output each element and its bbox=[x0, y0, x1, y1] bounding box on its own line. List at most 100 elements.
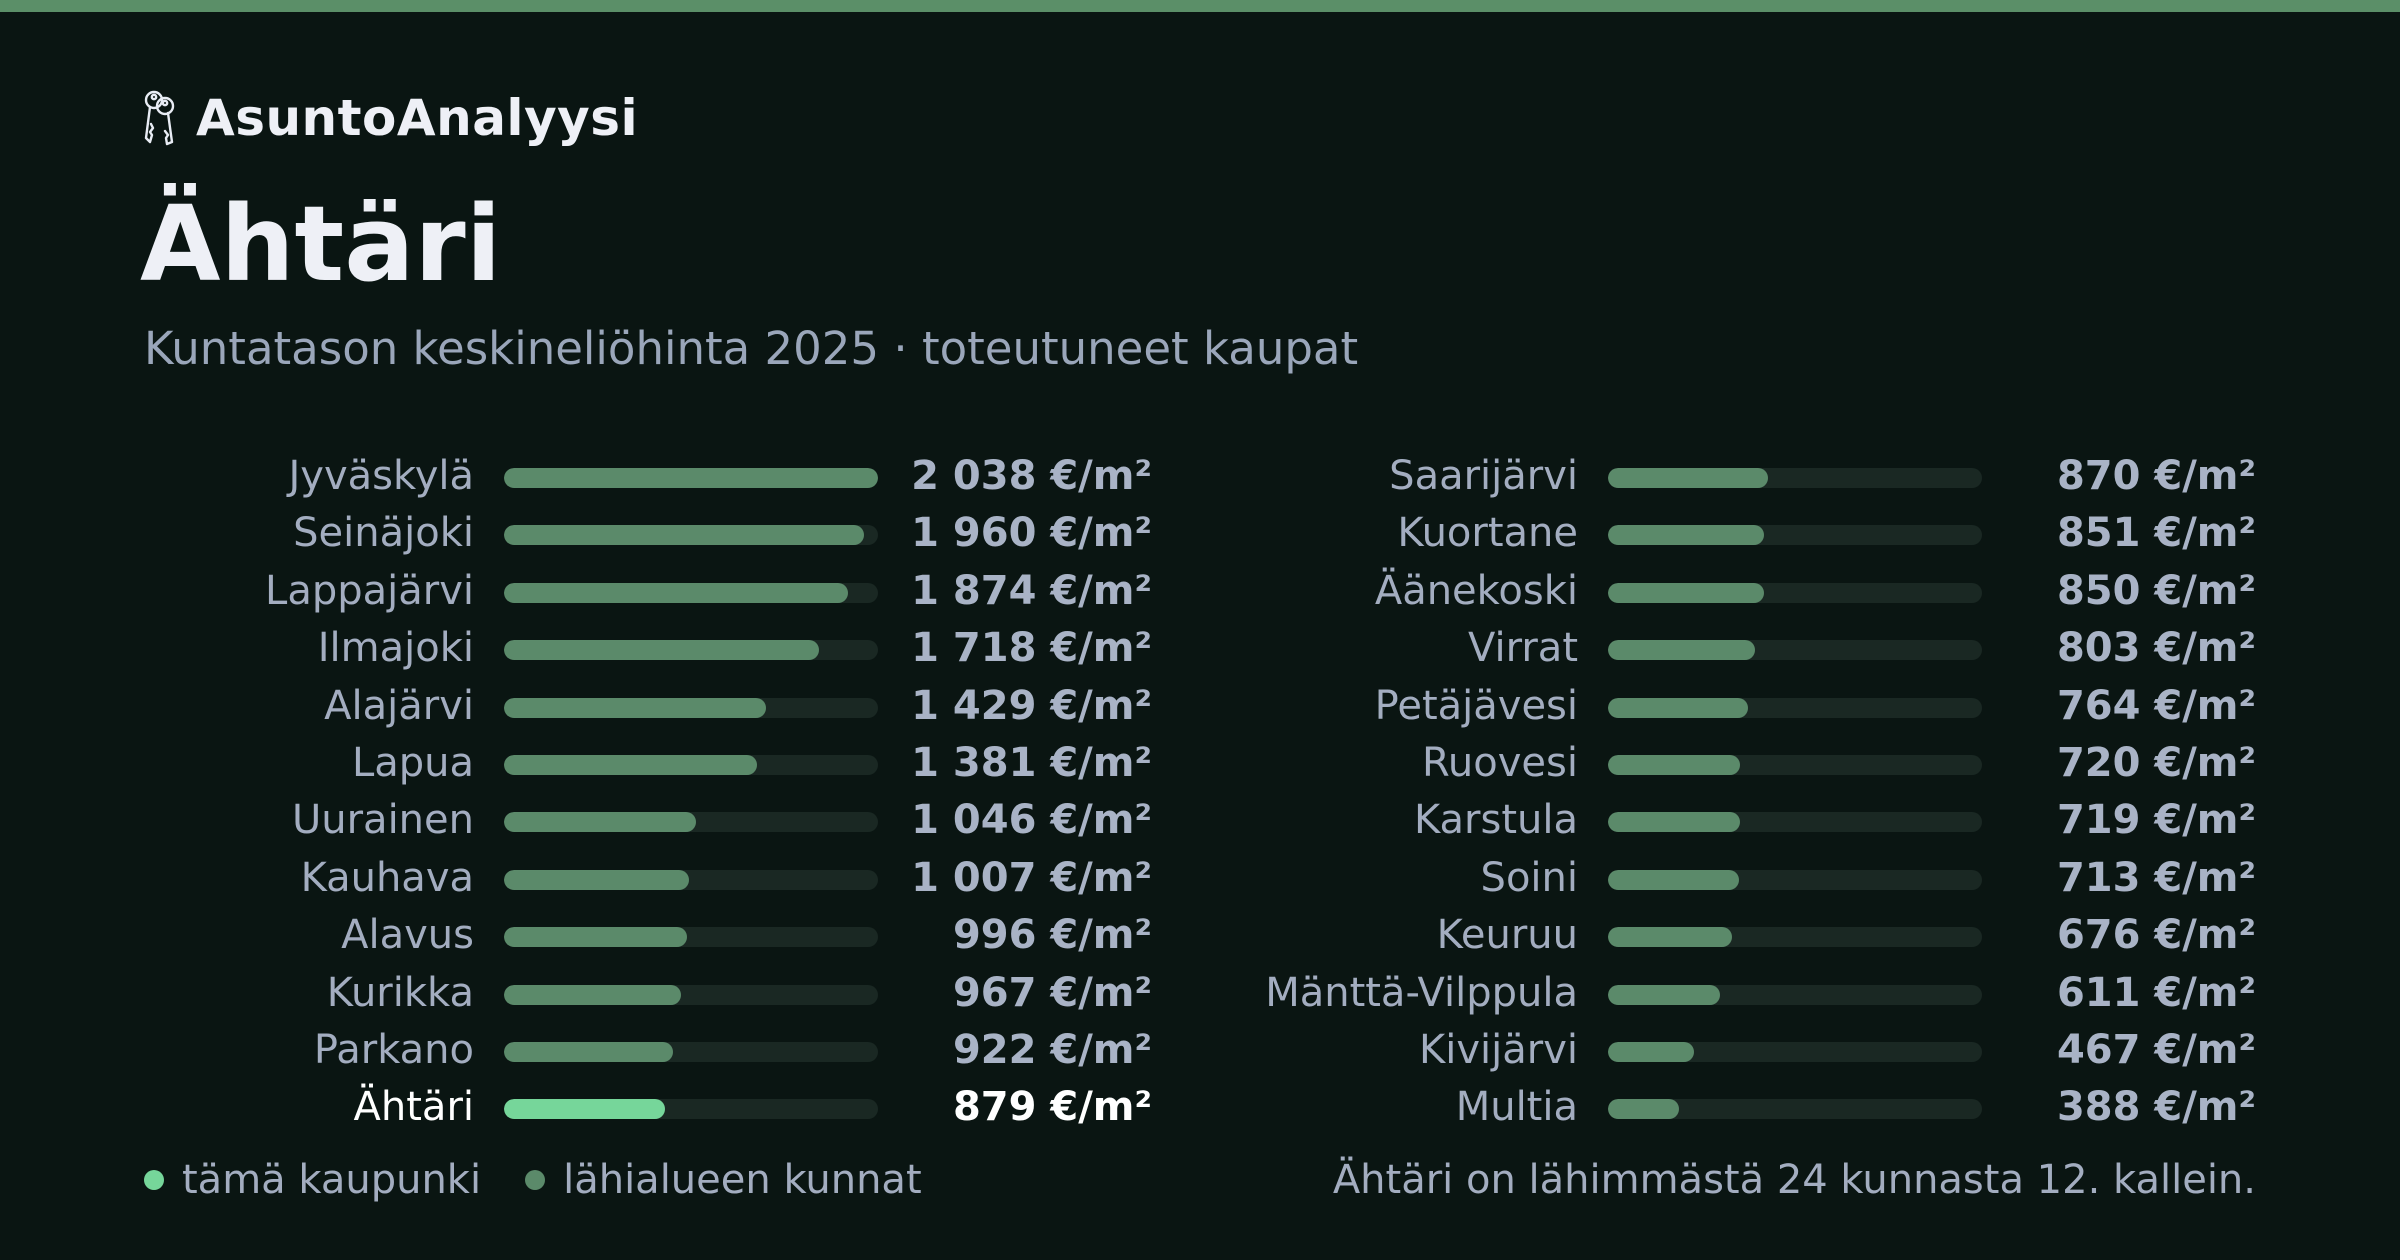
municipality-label: Ruovesi bbox=[1421, 740, 1578, 786]
bar-row: Ilmajoki 1 718 €/m² bbox=[0, 620, 2400, 676]
bar bbox=[1608, 1042, 1694, 1062]
brand-name: AsuntoAnalyysi bbox=[196, 89, 639, 147]
bar-track bbox=[1608, 525, 1982, 546]
bar-row: Ruovesi 720 €/m² bbox=[0, 735, 2400, 791]
legend-item-neighbours: lähialueen kunnat bbox=[525, 1157, 922, 1203]
municipality-label: Äänekoski bbox=[1374, 567, 1578, 614]
bar bbox=[1608, 640, 1756, 661]
municipality-label: Alavus bbox=[341, 912, 474, 959]
municipality-label: Karstula bbox=[1414, 797, 1578, 844]
bar-row: Kivijärvi 467 €/m² bbox=[0, 1022, 2400, 1078]
bar-track bbox=[504, 869, 878, 890]
bar-row: Keuruu 676 €/m² bbox=[0, 907, 2400, 963]
legend-item-this-city: tämä kaupunki bbox=[144, 1157, 481, 1203]
bar-row: Saarijärvi 870 €/m² bbox=[0, 448, 2400, 504]
bar bbox=[504, 755, 758, 775]
page-title: Ähtäri bbox=[140, 183, 502, 305]
legend-label-neighbours: lähialueen kunnat bbox=[563, 1157, 922, 1203]
value-label: 1 429 €/m² bbox=[911, 682, 1152, 729]
bar-track bbox=[504, 927, 878, 948]
bar bbox=[1608, 755, 1741, 775]
bar-row: Lapua 1 381 €/m² bbox=[0, 735, 2400, 791]
value-label: 1 007 €/m² bbox=[911, 854, 1152, 901]
bar-track bbox=[1608, 697, 1982, 718]
value-label: 2 038 €/m² bbox=[911, 453, 1152, 499]
bar-row: Karstula 719 €/m² bbox=[0, 792, 2400, 848]
municipality-label: Ähtäri bbox=[353, 1084, 474, 1131]
bar bbox=[1608, 927, 1733, 948]
bar-row: Mänttä-Vilppula 611 €/m² bbox=[0, 965, 2400, 1021]
bar bbox=[1608, 812, 1740, 833]
bar-track bbox=[1608, 1099, 1982, 1120]
value-label: 1 960 €/m² bbox=[911, 510, 1152, 557]
bar-row: Ähtäri 879 €/m² bbox=[0, 1079, 2400, 1135]
value-label: 1 381 €/m² bbox=[911, 740, 1152, 786]
municipality-label: Lappajärvi bbox=[265, 567, 474, 614]
bar-track bbox=[504, 1042, 878, 1062]
municipality-label: Keuruu bbox=[1436, 912, 1578, 959]
bar-row: Uurainen 1 046 €/m² bbox=[0, 792, 2400, 848]
municipality-label: Kuortane bbox=[1397, 510, 1578, 557]
bar bbox=[1608, 525, 1765, 546]
keys-icon bbox=[144, 90, 175, 146]
value-label: 713 €/m² bbox=[2056, 854, 2256, 901]
value-label: 850 €/m² bbox=[2056, 567, 2256, 614]
value-label: 611 €/m² bbox=[2056, 969, 2256, 1016]
municipality-label: Alajärvi bbox=[324, 682, 474, 729]
bar-track bbox=[504, 1099, 878, 1120]
bar bbox=[1608, 1099, 1680, 1120]
bar-track bbox=[1608, 640, 1982, 661]
legend: tämä kaupunki lähialueen kunnat bbox=[144, 1152, 966, 1208]
municipality-label: Kivijärvi bbox=[1419, 1027, 1578, 1073]
bar-track bbox=[1608, 582, 1982, 603]
bar-track bbox=[504, 984, 878, 1005]
bar-row: Multia 388 €/m² bbox=[0, 1079, 2400, 1135]
bar bbox=[1608, 697, 1749, 718]
value-label: 967 €/m² bbox=[952, 969, 1152, 1016]
municipality-label: Multia bbox=[1455, 1084, 1578, 1131]
value-label: 719 €/m² bbox=[2056, 797, 2256, 844]
bar-row: Lappajärvi 1 874 €/m² bbox=[0, 563, 2400, 619]
municipality-label: Uurainen bbox=[291, 797, 474, 844]
municipality-label: Petäjävesi bbox=[1374, 682, 1578, 729]
bar bbox=[504, 468, 878, 488]
page-subtitle: Kuntatason keskineliöhinta 2025 · toteut… bbox=[144, 322, 1359, 375]
municipality-label: Kurikka bbox=[326, 969, 474, 1016]
bar-track bbox=[1608, 468, 1982, 488]
bar bbox=[1608, 984, 1721, 1005]
municipality-label: Mänttä-Vilppula bbox=[1265, 969, 1578, 1016]
bar-row: Parkano 922 €/m² bbox=[0, 1022, 2400, 1078]
municipality-label: Lapua bbox=[351, 740, 474, 786]
value-label: 879 €/m² bbox=[952, 1084, 1152, 1131]
municipality-label: Seinäjoki bbox=[293, 510, 474, 557]
municipality-label: Jyväskylä bbox=[288, 453, 474, 499]
bar-row: Äänekoski 850 €/m² bbox=[0, 563, 2400, 619]
municipality-label: Saarijärvi bbox=[1389, 453, 1578, 499]
bar-track bbox=[1608, 812, 1982, 833]
bar-track bbox=[504, 697, 878, 718]
bar-track bbox=[1608, 1042, 1982, 1062]
bar bbox=[504, 984, 682, 1005]
municipality-label: Soini bbox=[1480, 854, 1578, 901]
bar-track bbox=[504, 525, 878, 546]
value-label: 803 €/m² bbox=[2056, 625, 2256, 672]
bar-track bbox=[504, 755, 878, 775]
value-label: 676 €/m² bbox=[2056, 912, 2256, 959]
bar-row: Petäjävesi 764 €/m² bbox=[0, 678, 2400, 734]
bar bbox=[504, 927, 687, 948]
municipality-label: Parkano bbox=[313, 1027, 474, 1073]
bar-row: Soini 713 €/m² bbox=[0, 850, 2400, 906]
bar bbox=[1608, 869, 1739, 890]
bar-track bbox=[1608, 869, 1982, 890]
rank-footnote: Ähtäri on lähimmästä 24 kunnasta 12. kal… bbox=[1332, 1157, 2256, 1203]
bar-row: Alajärvi 1 429 €/m² bbox=[0, 678, 2400, 734]
bar bbox=[504, 1099, 666, 1120]
value-label: 467 €/m² bbox=[2056, 1027, 2256, 1073]
bar bbox=[504, 869, 689, 890]
legend-dot-highlight bbox=[144, 1170, 164, 1190]
bar-track bbox=[504, 582, 878, 603]
bar bbox=[504, 812, 696, 833]
bar-row: Kuortane 851 €/m² bbox=[0, 505, 2400, 561]
bar bbox=[504, 582, 848, 603]
municipality-label: Ilmajoki bbox=[317, 625, 474, 672]
